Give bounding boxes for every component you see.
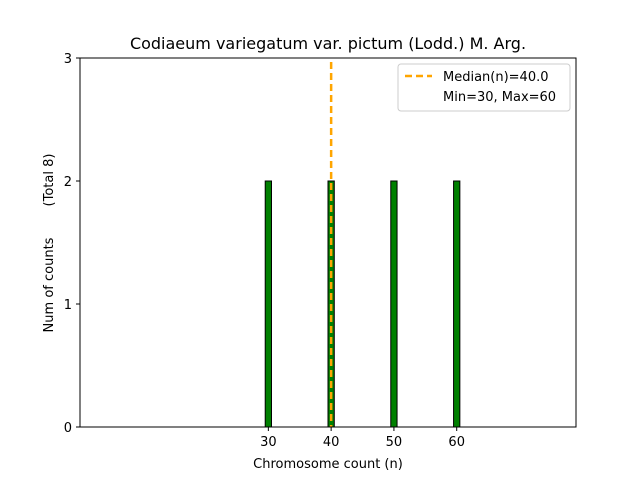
x-tick-label-60: 60 (448, 435, 465, 450)
y-tick-label-1: 1 (64, 298, 72, 313)
y-tick-label-3: 3 (64, 52, 72, 67)
legend-entry-minmax: Min=30, Max=60 (443, 90, 556, 105)
x-tick-label-40: 40 (323, 435, 340, 450)
chart-title: Codiaeum variegatum var. pictum (Lodd.) … (130, 34, 526, 53)
x-tick-label-50: 50 (386, 435, 403, 450)
y-tick-label-0: 0 (64, 421, 72, 436)
legend-box (397, 63, 571, 112)
bar-60 (453, 180, 461, 428)
legend-entry-median: Median(n)=40.0 (443, 70, 549, 85)
x-axis-label: Chromosome count (n) (253, 457, 403, 472)
x-axis-ticks: 30 40 50 60 (260, 427, 465, 450)
y-axis-label: Num of counts (42, 237, 57, 332)
y-tick-label-2: 2 (64, 175, 72, 190)
bar-50 (390, 180, 398, 428)
y-axis-label-total: (Total 8) (42, 154, 57, 207)
y-axis-ticks: 0 1 2 3 (64, 52, 80, 436)
bar-30 (264, 180, 272, 428)
x-tick-label-30: 30 (260, 435, 277, 450)
legend: Median(n)=40.0 Min=30, Max=60 (397, 63, 571, 112)
plot-frame (79, 57, 577, 428)
